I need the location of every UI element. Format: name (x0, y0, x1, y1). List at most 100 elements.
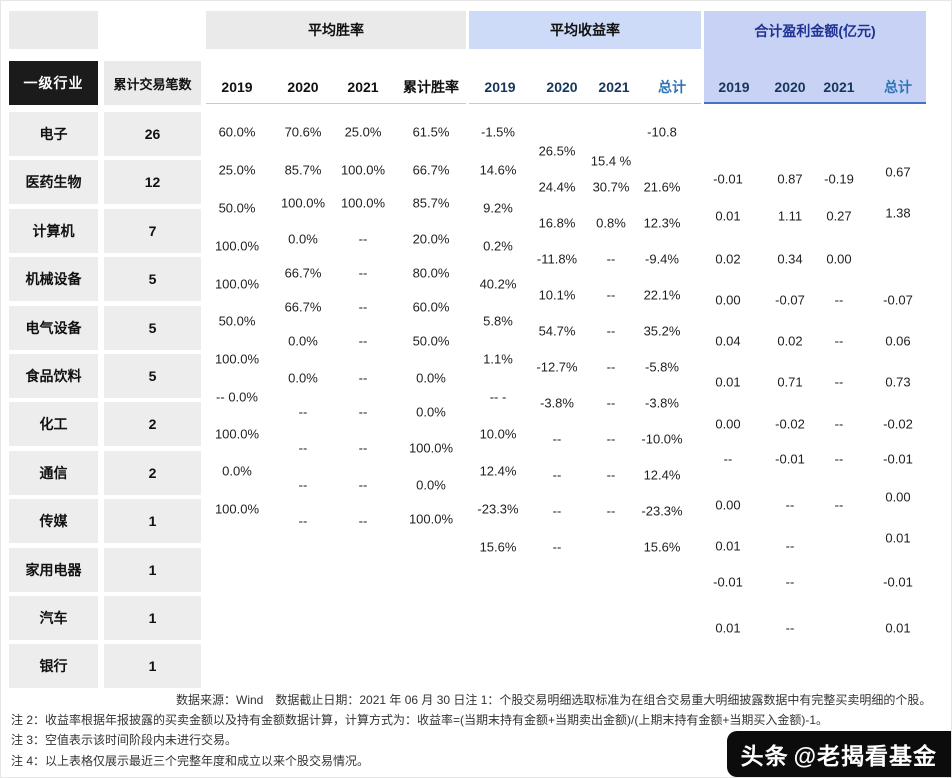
cell-ret-total: -9.4% (645, 251, 679, 267)
cell-ret-2019: 15.6% (479, 539, 517, 555)
cell-profit-2021: 0.00 (826, 251, 852, 267)
cell-ret-total: -5.8% (645, 359, 679, 375)
cell-profit-2020: -0.02 (775, 416, 805, 432)
cell-profit-2020: 1.11 (777, 208, 803, 224)
cell-profit-total: 0.73 (885, 374, 911, 390)
cell-profit-2021: -- (834, 374, 844, 390)
cell-ret-2019: 5.8% (483, 313, 513, 329)
cell-win-cum: 100.0% (408, 440, 454, 456)
trade-count-cell: 1 (104, 499, 201, 544)
year-header: 2020 (774, 79, 806, 95)
cell-ret-2020: 26.5% (538, 143, 576, 159)
count-column-header: 累计交易笔数 (104, 61, 201, 105)
year-header: 2019 (221, 79, 253, 95)
cell-win-2021: 100.0% (340, 162, 386, 178)
cell-profit-2020: -0.07 (775, 292, 805, 308)
cell-ret-2020: -3.8% (540, 395, 574, 411)
trade-count-cell: 1 (104, 596, 201, 640)
cell-win-2019: 100.0% (214, 351, 260, 367)
year-header: 2021 (823, 79, 855, 95)
industry-cell: 医药生物 (9, 160, 98, 205)
cell-profit-2021: -- (834, 333, 844, 349)
cell-profit-2021: -0.19 (824, 171, 854, 187)
trade-count-cell: 12 (104, 160, 201, 205)
cell-profit-2020: -- (785, 574, 795, 590)
cell-win-2019: 100.0% (214, 426, 260, 442)
cell-profit-2020: -- (785, 497, 795, 513)
cell-profit-total: -0.02 (883, 416, 913, 432)
cell-profit-2020: 0.71 (777, 374, 803, 390)
cell-ret-2020: -- (552, 503, 562, 519)
cell-win-2020: -- (298, 440, 308, 456)
cell-win-2020: -- (298, 477, 308, 493)
note-source: 数据来源：Wind 数据截止日期：2021 年 06 月 30 日注 1：个股交… (176, 693, 932, 707)
cell-win-cum: 20.0% (412, 231, 450, 247)
cell-profit-2019: 0.04 (715, 333, 741, 349)
cell-ret-2021: -- (606, 323, 616, 339)
cell-win-2021: -- (358, 370, 368, 386)
cell-profit-2021: -- (834, 497, 844, 513)
cell-profit-2021: -- (834, 416, 844, 432)
cell-profit-2019: 0.01 (715, 620, 741, 636)
trade-count-cell: 2 (104, 402, 201, 447)
cell-ret-2019: 10.0% (479, 426, 517, 442)
cell-profit-2019: 0.01 (715, 538, 741, 554)
cell-profit-2019: 0.02 (715, 251, 741, 267)
cell-win-cum: 61.5% (412, 124, 450, 140)
cell-win-2020: 85.7% (284, 162, 322, 178)
cell-ret-total: -23.3% (641, 503, 683, 519)
cell-profit-2021: -- (834, 292, 844, 308)
cell-win-2020: 70.6% (284, 124, 322, 140)
cell-ret-2020: -11.8% (536, 251, 578, 267)
cell-win-2021: -- (358, 404, 368, 420)
cell-profit-total: 0.67 (885, 164, 911, 180)
cell-win-2019: -- 0.0% (216, 389, 258, 405)
cell-ret-2020: 24.4% (538, 179, 576, 195)
cell-win-cum: 80.0% (412, 265, 450, 281)
note-3: 注 3：空值表示该时间阶段内未进行交易。 (11, 733, 238, 747)
industry-cell: 电气设备 (9, 305, 98, 350)
year-header: 总计 (884, 79, 912, 95)
cell-ret-2019: -1.5% (481, 124, 515, 140)
cell-ret-2020: 16.8% (538, 215, 576, 231)
cell-profit-2019: -0.01 (713, 171, 743, 187)
trade-count-cell: 26 (104, 112, 201, 156)
cell-win-2019: 50.0% (218, 313, 256, 329)
cell-profit-total: 1.38 (885, 205, 911, 221)
cell-profit-2019: -0.01 (713, 574, 743, 590)
cell-win-2020: 0.0% (288, 370, 318, 386)
cell-profit-2021: -- (834, 451, 844, 467)
cell-ret-2019: -23.3% (477, 501, 519, 517)
cell-win-2020: 0.0% (288, 231, 318, 247)
cell-ret-2020: -- (552, 467, 562, 483)
cell-win-2021: -- (358, 265, 368, 281)
cell-win-2021: -- (358, 477, 368, 493)
cell-win-cum: 100.0% (408, 511, 454, 527)
cell-profit-2020: 0.87 (777, 171, 803, 187)
cell-profit-2019: 0.00 (715, 416, 741, 432)
cell-ret-2020: -12.7% (536, 359, 578, 375)
cell-win-2021: -- (358, 231, 368, 247)
cell-profit-total: -0.01 (883, 574, 913, 590)
header-divider-return (469, 103, 701, 104)
trade-count-cell: 2 (104, 450, 201, 495)
watermark-badge: 头条 @老揭看基金 (726, 731, 951, 777)
cell-ret-2020: 54.7% (538, 323, 576, 339)
cell-profit-total: -0.07 (883, 292, 913, 308)
cell-win-2021: 100.0% (340, 195, 386, 211)
industry-cell: 电子 (9, 112, 98, 156)
cell-ret-2019: 0.2% (483, 238, 513, 254)
cell-profit-2020: 0.02 (777, 333, 803, 349)
cell-win-2019: 100.0% (214, 501, 260, 517)
cell-ret-2020: -- (552, 431, 562, 447)
cell-profit-total: 0.00 (885, 489, 911, 505)
cell-win-2020: 100.0% (280, 195, 326, 211)
cell-ret-2021: -- (606, 251, 616, 267)
cell-ret-2021: -- (606, 431, 616, 447)
cell-ret-2020: 10.1% (538, 287, 576, 303)
cell-ret-total: 22.1% (643, 287, 681, 303)
cell-win-2019: 25.0% (218, 162, 256, 178)
cell-win-cum: 50.0% (412, 333, 450, 349)
watermark-brand: 头条 (740, 743, 789, 769)
cell-win-2019: 100.0% (214, 276, 260, 292)
